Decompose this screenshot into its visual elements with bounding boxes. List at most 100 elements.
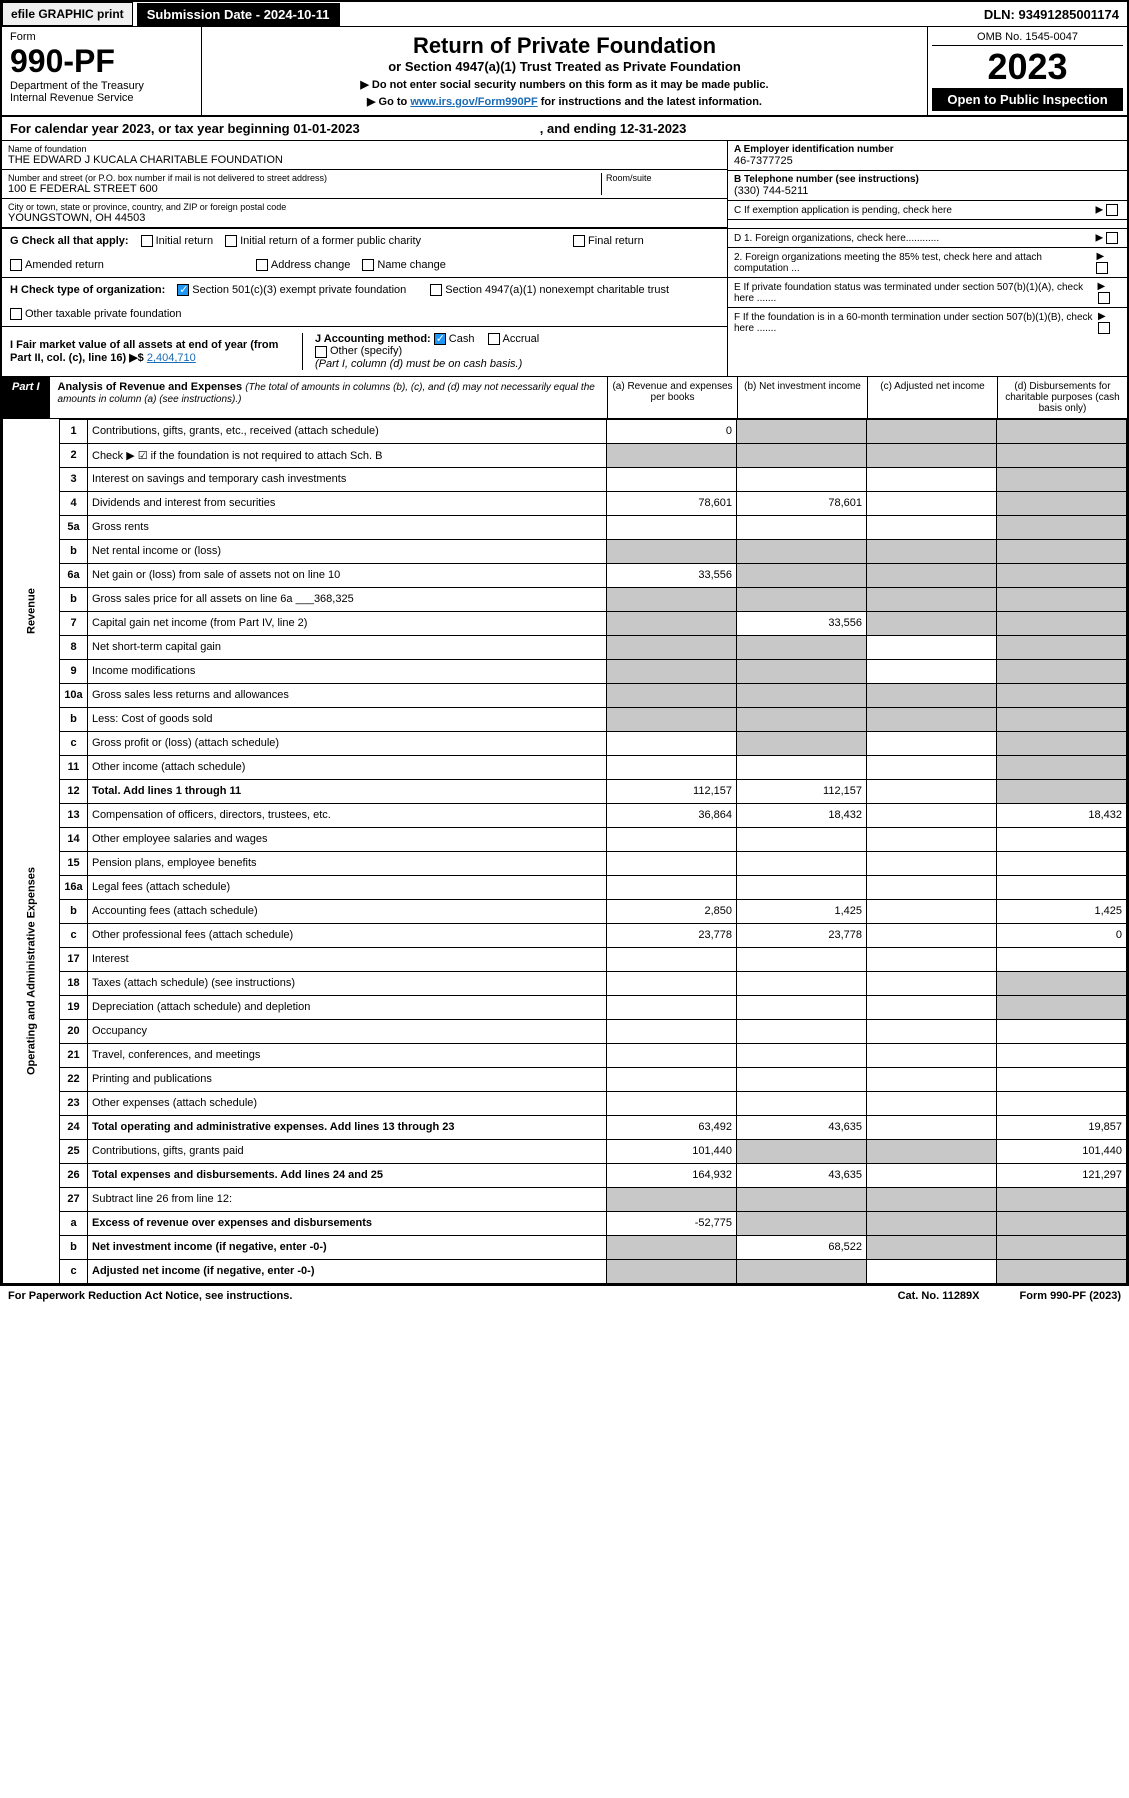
row-number: b: [60, 587, 88, 611]
col-c-header: (c) Adjusted net income: [867, 377, 997, 418]
addr-label: Number and street (or P.O. box number if…: [8, 173, 601, 183]
i-value: 2,404,710: [147, 352, 196, 364]
footer-mid: Cat. No. 11289X: [898, 1290, 980, 1302]
cell-a: [607, 539, 737, 563]
j-cash-checkbox[interactable]: [434, 333, 446, 345]
row-label: Total expenses and disbursements. Add li…: [88, 1163, 607, 1187]
omb-number: OMB No. 1545-0047: [932, 31, 1123, 46]
cell-d: [997, 491, 1127, 515]
revenue-side-label: Revenue: [3, 419, 60, 803]
cell-c: [867, 659, 997, 683]
row-number: b: [60, 1235, 88, 1259]
row-number: 23: [60, 1091, 88, 1115]
cell-a: 2,850: [607, 899, 737, 923]
row-label: Dividends and interest from securities: [88, 491, 607, 515]
cell-c: [867, 707, 997, 731]
cell-c: [867, 1139, 997, 1163]
cell-a: [607, 971, 737, 995]
form-word: Form: [10, 31, 193, 43]
g-initial-former-checkbox[interactable]: [225, 235, 237, 247]
row-label: Other expenses (attach schedule): [88, 1091, 607, 1115]
cell-c: [867, 851, 997, 875]
cell-d: [997, 1259, 1127, 1283]
f-checkbox[interactable]: [1098, 322, 1110, 334]
efile-print-button[interactable]: efile GRAPHIC print: [2, 2, 133, 26]
cell-c: [867, 491, 997, 515]
cell-a: [607, 827, 737, 851]
row-number: a: [60, 1211, 88, 1235]
d2-checkbox[interactable]: [1096, 262, 1108, 274]
cell-d: [997, 1019, 1127, 1043]
row-label: Other employee salaries and wages: [88, 827, 607, 851]
cell-a: 101,440: [607, 1139, 737, 1163]
row-label: Gross profit or (loss) (attach schedule): [88, 731, 607, 755]
j-accrual-checkbox[interactable]: [488, 333, 500, 345]
row-number: 4: [60, 491, 88, 515]
room-label: Room/suite: [606, 173, 721, 183]
cell-b: 18,432: [737, 803, 867, 827]
foundation-address: 100 E FEDERAL STREET 600: [8, 183, 601, 195]
cell-c: [867, 1187, 997, 1211]
row-label: Gross rents: [88, 515, 607, 539]
irs-link[interactable]: www.irs.gov/Form990PF: [410, 96, 537, 108]
cell-a: [607, 1235, 737, 1259]
e-checkbox[interactable]: [1098, 292, 1110, 304]
cell-a: [607, 1259, 737, 1283]
cell-a: [607, 683, 737, 707]
col-a-header: (a) Revenue and expenses per books: [607, 377, 737, 418]
h-other-checkbox[interactable]: [10, 308, 22, 320]
cell-d: [997, 1067, 1127, 1091]
g-name-checkbox[interactable]: [362, 259, 374, 271]
cell-b: [737, 1211, 867, 1235]
form-header: Form 990-PF Department of the Treasury I…: [2, 27, 1127, 117]
col-b-header: (b) Net investment income: [737, 377, 867, 418]
d1-checkbox[interactable]: [1106, 232, 1118, 244]
row-number: 14: [60, 827, 88, 851]
cell-c: [867, 827, 997, 851]
h-4947-checkbox[interactable]: [430, 284, 442, 296]
i-label: I Fair market value of all assets at end…: [10, 339, 278, 364]
cell-c: [867, 587, 997, 611]
g-initial-checkbox[interactable]: [141, 235, 153, 247]
cell-d: [997, 587, 1127, 611]
col-d-header: (d) Disbursements for charitable purpose…: [997, 377, 1127, 418]
row-label: Subtract line 26 from line 12:: [88, 1187, 607, 1211]
cell-b: [737, 1187, 867, 1211]
f-label: F If the foundation is in a 60-month ter…: [734, 312, 1098, 334]
cell-d: [997, 563, 1127, 587]
row-label: Contributions, gifts, grants, etc., rece…: [88, 419, 607, 443]
cell-b: [737, 443, 867, 467]
cell-d: [997, 1235, 1127, 1259]
g-address-checkbox[interactable]: [256, 259, 268, 271]
cell-d: [997, 443, 1127, 467]
row-label: Net gain or (loss) from sale of assets n…: [88, 563, 607, 587]
footer-right: Form 990-PF (2023): [1020, 1290, 1121, 1302]
row-number: b: [60, 707, 88, 731]
row-number: 3: [60, 467, 88, 491]
row-number: c: [60, 1259, 88, 1283]
cell-b: 43,635: [737, 1163, 867, 1187]
row-label: Accounting fees (attach schedule): [88, 899, 607, 923]
h-label: H Check type of organization:: [10, 284, 165, 296]
cell-a: [607, 755, 737, 779]
cell-c: [867, 515, 997, 539]
dept-label: Department of the Treasury: [10, 80, 193, 92]
cell-b: [737, 875, 867, 899]
cell-d: [997, 827, 1127, 851]
cell-a: [607, 875, 737, 899]
cell-a: [607, 947, 737, 971]
foundation-city: YOUNGSTOWN, OH 44503: [8, 212, 721, 224]
cell-d: 121,297: [997, 1163, 1127, 1187]
c-checkbox[interactable]: [1106, 204, 1118, 216]
cell-d: [997, 971, 1127, 995]
row-number: c: [60, 731, 88, 755]
row-number: 27: [60, 1187, 88, 1211]
g-final-checkbox[interactable]: [573, 235, 585, 247]
cell-d: [997, 1091, 1127, 1115]
row-label: Interest: [88, 947, 607, 971]
j-other-checkbox[interactable]: [315, 346, 327, 358]
cell-c: [867, 1163, 997, 1187]
cell-a: [607, 707, 737, 731]
h-501c3-checkbox[interactable]: [177, 284, 189, 296]
g-amended-checkbox[interactable]: [10, 259, 22, 271]
